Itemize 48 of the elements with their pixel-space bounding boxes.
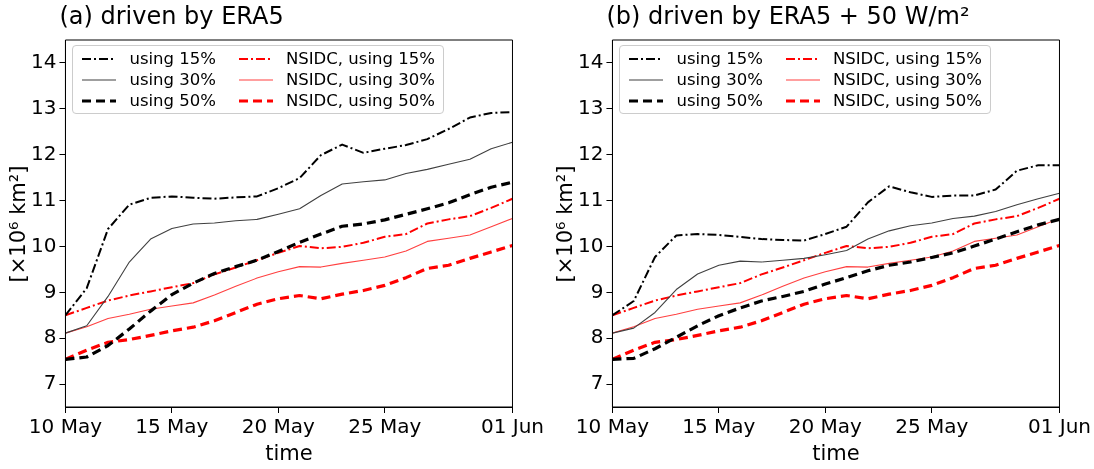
y-tick-label: 14 <box>31 49 57 74</box>
y-tick-label: 13 <box>31 95 57 120</box>
y-tick-label: 12 <box>578 140 604 165</box>
x-tick-label: 01 Jun <box>1027 414 1091 439</box>
legend-label: NSIDC, using 50% <box>832 91 982 110</box>
y-tick-label: 9 <box>590 278 604 303</box>
chart-title: (a) driven by ERA5 <box>59 2 284 30</box>
y-tick-label: 13 <box>578 95 604 120</box>
line-series <box>65 243 513 361</box>
legend-label: using 50% <box>676 91 763 110</box>
x-axis-title: time <box>812 441 860 465</box>
legend-label: using 50% <box>129 91 216 110</box>
x-tick-label: 15 May <box>135 414 209 439</box>
y-tick-label: 8 <box>590 324 604 349</box>
y-tick-label: 7 <box>590 370 604 395</box>
y-tick-label: 10 <box>578 232 604 257</box>
legend-label: using 30% <box>676 70 763 89</box>
x-tick-label: 25 May <box>895 414 969 439</box>
legend-label: NSIDC, using 15% <box>285 49 435 68</box>
line-series <box>65 197 513 317</box>
x-tick-label: 15 May <box>682 414 756 439</box>
y-tick-label: 11 <box>578 186 604 211</box>
legend-label: NSIDC, using 15% <box>832 49 982 68</box>
chart-title: (b) driven by ERA5 + 50 W/m² <box>606 2 970 30</box>
y-tick-label: 7 <box>43 370 57 395</box>
y-tick-label: 8 <box>43 324 57 349</box>
y-tick-label: 10 <box>31 232 57 257</box>
x-tick-label: 20 May <box>241 414 316 439</box>
x-tick-label: 10 May <box>28 414 103 439</box>
legend-label: using 15% <box>129 49 216 68</box>
x-tick-label: 01 Jun <box>480 414 544 439</box>
y-tick-label: 12 <box>31 140 57 165</box>
legend-label: using 30% <box>129 70 216 89</box>
y-tick-label: 9 <box>43 278 57 303</box>
x-axis-title: time <box>265 441 313 465</box>
x-tick-label: 10 May <box>575 414 650 439</box>
legend-label: NSIDC, using 50% <box>285 91 435 110</box>
line-series <box>612 243 1060 361</box>
y-axis-title: [×10⁶ km²] <box>553 165 577 282</box>
legend-label: NSIDC, using 30% <box>285 70 435 89</box>
x-tick-label: 20 May <box>788 414 863 439</box>
y-tick-label: 14 <box>578 49 604 74</box>
line-series <box>612 197 1060 317</box>
y-axis-title: [×10⁶ km²] <box>6 165 30 282</box>
y-tick-label: 11 <box>31 186 57 211</box>
legend-label: using 15% <box>676 49 763 68</box>
legend-label: NSIDC, using 30% <box>832 70 982 89</box>
x-tick-label: 25 May <box>348 414 422 439</box>
